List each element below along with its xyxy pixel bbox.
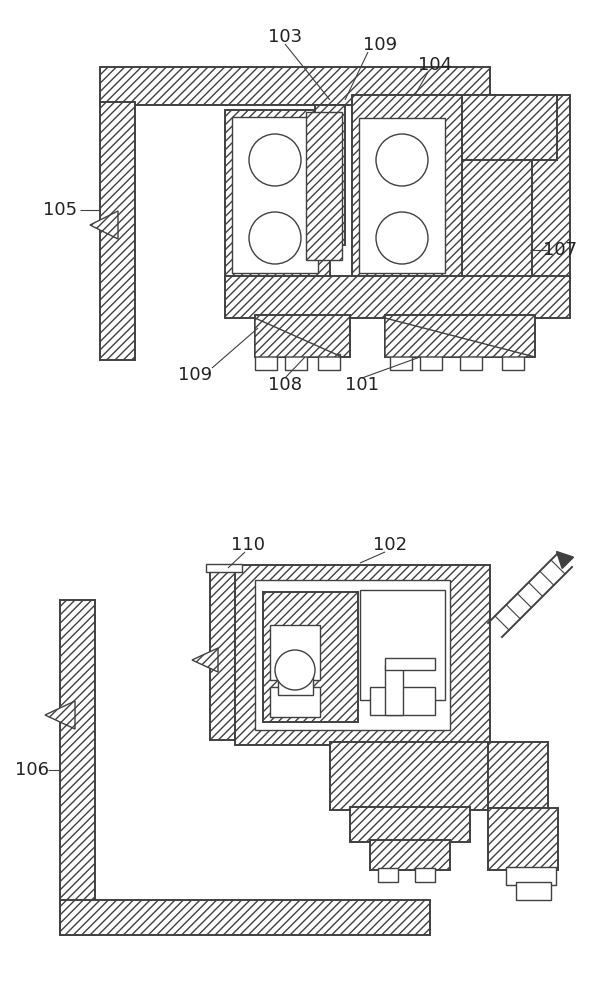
- Bar: [232, 117, 318, 273]
- Bar: [350, 807, 470, 842]
- Text: 109: 109: [363, 36, 397, 54]
- Bar: [385, 665, 403, 715]
- Bar: [385, 315, 535, 357]
- Text: 106: 106: [15, 761, 49, 779]
- Bar: [60, 600, 95, 935]
- Circle shape: [376, 134, 428, 186]
- Polygon shape: [192, 648, 218, 672]
- Circle shape: [376, 212, 428, 264]
- Bar: [225, 110, 330, 280]
- Circle shape: [249, 134, 301, 186]
- Bar: [255, 580, 450, 730]
- Polygon shape: [255, 318, 342, 357]
- Bar: [370, 840, 450, 870]
- Bar: [255, 315, 350, 357]
- Text: 103: 103: [268, 28, 302, 46]
- Text: 105: 105: [43, 201, 77, 219]
- Bar: [525, 95, 570, 280]
- Bar: [270, 625, 320, 680]
- Bar: [235, 565, 490, 745]
- Bar: [225, 276, 570, 318]
- Bar: [420, 354, 442, 370]
- Bar: [60, 900, 430, 935]
- Bar: [378, 868, 398, 882]
- Bar: [390, 354, 412, 370]
- Bar: [488, 742, 548, 810]
- Bar: [352, 95, 467, 280]
- Polygon shape: [385, 318, 535, 357]
- Bar: [318, 354, 340, 370]
- Bar: [462, 95, 557, 160]
- Bar: [359, 118, 445, 273]
- Bar: [502, 354, 524, 370]
- Bar: [462, 95, 532, 280]
- Polygon shape: [557, 552, 573, 568]
- Bar: [270, 687, 320, 717]
- Bar: [460, 354, 482, 370]
- Bar: [385, 658, 435, 670]
- Bar: [516, 882, 551, 900]
- Polygon shape: [45, 701, 75, 729]
- Bar: [278, 677, 313, 695]
- Bar: [263, 592, 358, 722]
- Bar: [415, 868, 435, 882]
- Text: 110: 110: [231, 536, 265, 554]
- Bar: [100, 67, 490, 105]
- Text: 101: 101: [345, 376, 379, 394]
- Bar: [488, 808, 558, 870]
- Bar: [285, 354, 307, 370]
- Text: 104: 104: [418, 56, 452, 74]
- Text: 102: 102: [373, 536, 407, 554]
- Bar: [100, 102, 135, 360]
- Text: 109: 109: [178, 366, 212, 384]
- Polygon shape: [90, 211, 118, 239]
- Bar: [370, 687, 435, 715]
- Bar: [360, 590, 445, 700]
- Bar: [210, 570, 238, 740]
- Circle shape: [275, 650, 315, 690]
- Circle shape: [249, 212, 301, 264]
- Bar: [306, 112, 342, 260]
- Bar: [315, 105, 345, 245]
- Bar: [506, 867, 556, 885]
- Bar: [255, 354, 277, 370]
- Text: 108: 108: [268, 376, 302, 394]
- Text: 107: 107: [543, 241, 577, 259]
- Bar: [330, 742, 490, 810]
- Bar: [206, 564, 242, 572]
